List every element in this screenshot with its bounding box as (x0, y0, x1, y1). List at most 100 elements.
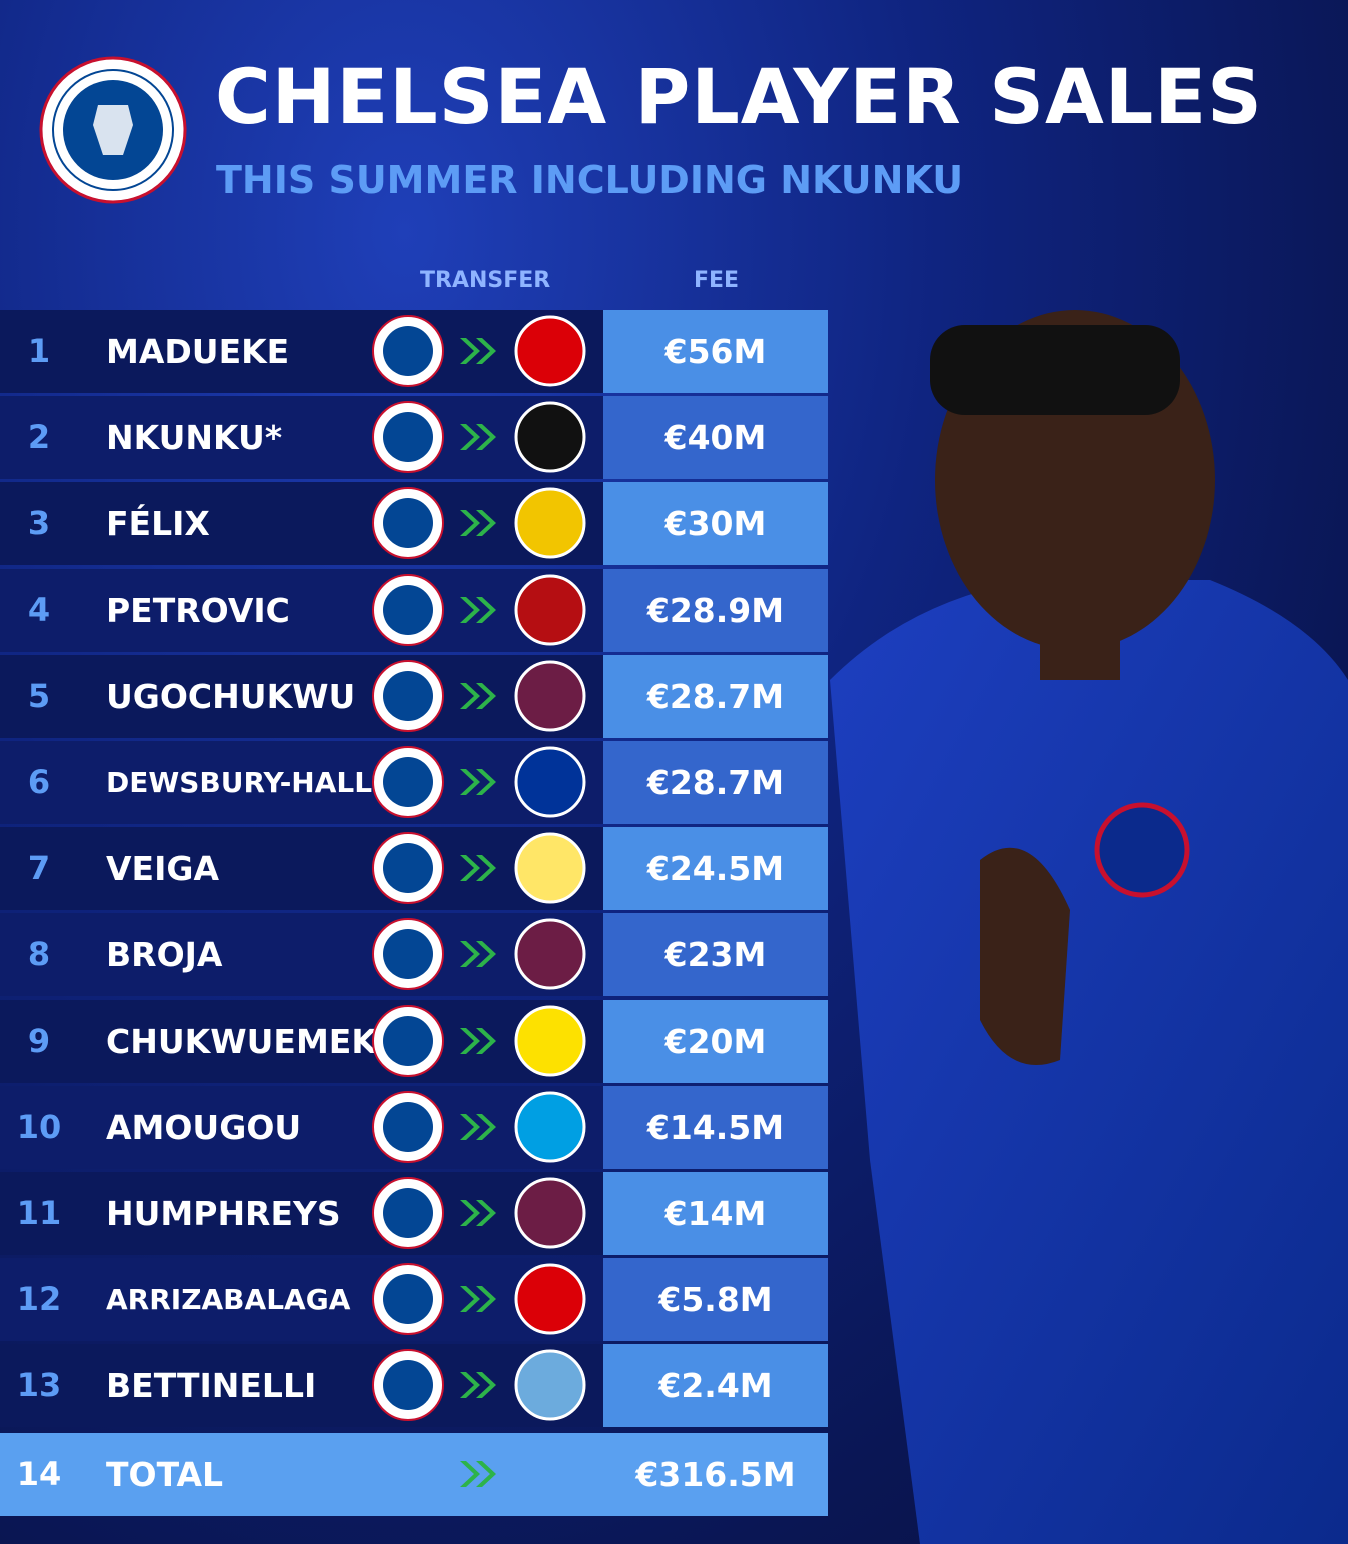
total-icons (460, 1460, 496, 1487)
transfer-arrow (460, 941, 496, 968)
row-background (0, 568, 603, 652)
chelsea-badge (372, 746, 444, 818)
destination-badge (514, 746, 586, 818)
player-name: CHUKWUEMEKA (106, 1021, 403, 1061)
rank: 3 (27, 504, 51, 543)
total-fee: €316.5M (635, 1454, 796, 1494)
rank: 13 (16, 1366, 62, 1405)
fee: €14.5M (646, 1107, 785, 1147)
rank: 6 (27, 763, 51, 801)
row-background (0, 1085, 603, 1169)
transfer-icons (372, 1349, 586, 1422)
fee-cell (603, 913, 828, 997)
fee-cell (603, 396, 828, 480)
player-name: FÉLIX (106, 504, 210, 544)
chelsea-badge (372, 918, 444, 991)
fee-cell (603, 1172, 828, 1255)
destination-badge (514, 832, 586, 904)
fee: €20M (664, 1021, 767, 1061)
transfer-arrow (460, 596, 496, 623)
fee: €30M (664, 504, 767, 544)
chelsea-badge (372, 1090, 444, 1163)
chelsea-badge (372, 315, 444, 387)
title: CHELSEA PLAYER SALES (215, 52, 1263, 141)
fee-cell (603, 741, 828, 824)
table-row: 10 AMOUGOU €14.5M (0, 1085, 828, 1169)
transfer-arrow (460, 510, 496, 537)
destination-badge (514, 1177, 586, 1249)
row-background (0, 482, 603, 566)
destination-badge (514, 574, 586, 646)
rank: 9 (27, 1021, 51, 1060)
chelsea-badge (372, 401, 444, 474)
fee-cell (603, 1344, 828, 1428)
destination-badge (514, 487, 586, 559)
row-background (0, 999, 603, 1083)
rank: 7 (27, 849, 51, 888)
fee: €14M (664, 1194, 767, 1233)
transfer-icons (372, 659, 586, 732)
row-background (0, 1258, 603, 1342)
player-name: PETROVIC (106, 590, 290, 630)
destination-badge (514, 1005, 586, 1077)
player-name: MADUEKE (106, 332, 290, 371)
table-row: 4 PETROVIC €28.9M (0, 568, 828, 652)
fee-cell (603, 654, 828, 738)
rank: 11 (16, 1194, 62, 1232)
column-header: TRANSFER (420, 268, 551, 293)
chelsea-badge (372, 573, 444, 646)
table-row: 9 CHUKWUEMEKA €20M (0, 999, 828, 1083)
chelsea-badge (372, 1177, 444, 1249)
transfer-arrow (460, 1372, 496, 1399)
fee: €5.8M (658, 1280, 773, 1320)
row-background (0, 310, 603, 393)
fee: €28.9M (646, 590, 785, 630)
chelsea-badge (372, 1263, 444, 1336)
destination-badge (514, 1349, 586, 1421)
fee-cell (603, 999, 828, 1083)
row-background (0, 741, 603, 824)
destination-badge (514, 1263, 586, 1335)
destination-badge (514, 401, 586, 473)
chelsea-badge (372, 1349, 444, 1422)
fee-cell (603, 568, 828, 652)
table-row: 2 NKUNKU* €40M (0, 396, 828, 480)
rank: 5 (27, 676, 51, 715)
transfer-arrow (460, 769, 496, 795)
player-name: ARRIZABALAGA (106, 1283, 351, 1317)
table-row: 12 ARRIZABALAGA €5.8M (0, 1258, 828, 1342)
rank: 2 (27, 418, 51, 457)
subtitle: THIS SUMMER INCLUDING NKUNKU (216, 158, 964, 202)
rank: 14 (16, 1454, 62, 1493)
rank: 4 (27, 590, 51, 629)
fee: €40M (664, 418, 767, 458)
transfer-icons (372, 487, 586, 560)
player-name: BETTINELLI (106, 1366, 317, 1406)
column-header: FEE (694, 268, 740, 293)
transfer-arrow (460, 1027, 496, 1054)
fee-cell (603, 1258, 828, 1342)
transfer-arrow (460, 338, 496, 364)
table-row: 6 DEWSBURY-HALL €28.7M (0, 741, 828, 824)
transfer-icons (372, 746, 586, 818)
transfer-arrow (460, 855, 496, 882)
transfer-icons (372, 573, 586, 646)
transfer-arrow (460, 1286, 496, 1313)
table-row: 1 MADUEKE €56M (0, 310, 828, 393)
rank: 12 (16, 1280, 62, 1319)
table-row: 13 BETTINELLI €2.4M (0, 1344, 828, 1428)
transfer-arrow (460, 1113, 496, 1140)
transfer-arrow (460, 1200, 496, 1226)
row-background (0, 913, 603, 997)
player-name: BROJA (106, 935, 223, 975)
player-name: NKUNKU* (106, 418, 283, 458)
table-row: 8 BROJA €23M (0, 913, 828, 997)
row-background (0, 1344, 603, 1428)
destination-badge (514, 315, 586, 387)
fee-cell (603, 310, 828, 393)
fee: €28.7M (646, 763, 785, 802)
rank: 10 (16, 1107, 62, 1146)
fee: €24.5M (646, 849, 785, 889)
transfer-icons (372, 1177, 586, 1249)
